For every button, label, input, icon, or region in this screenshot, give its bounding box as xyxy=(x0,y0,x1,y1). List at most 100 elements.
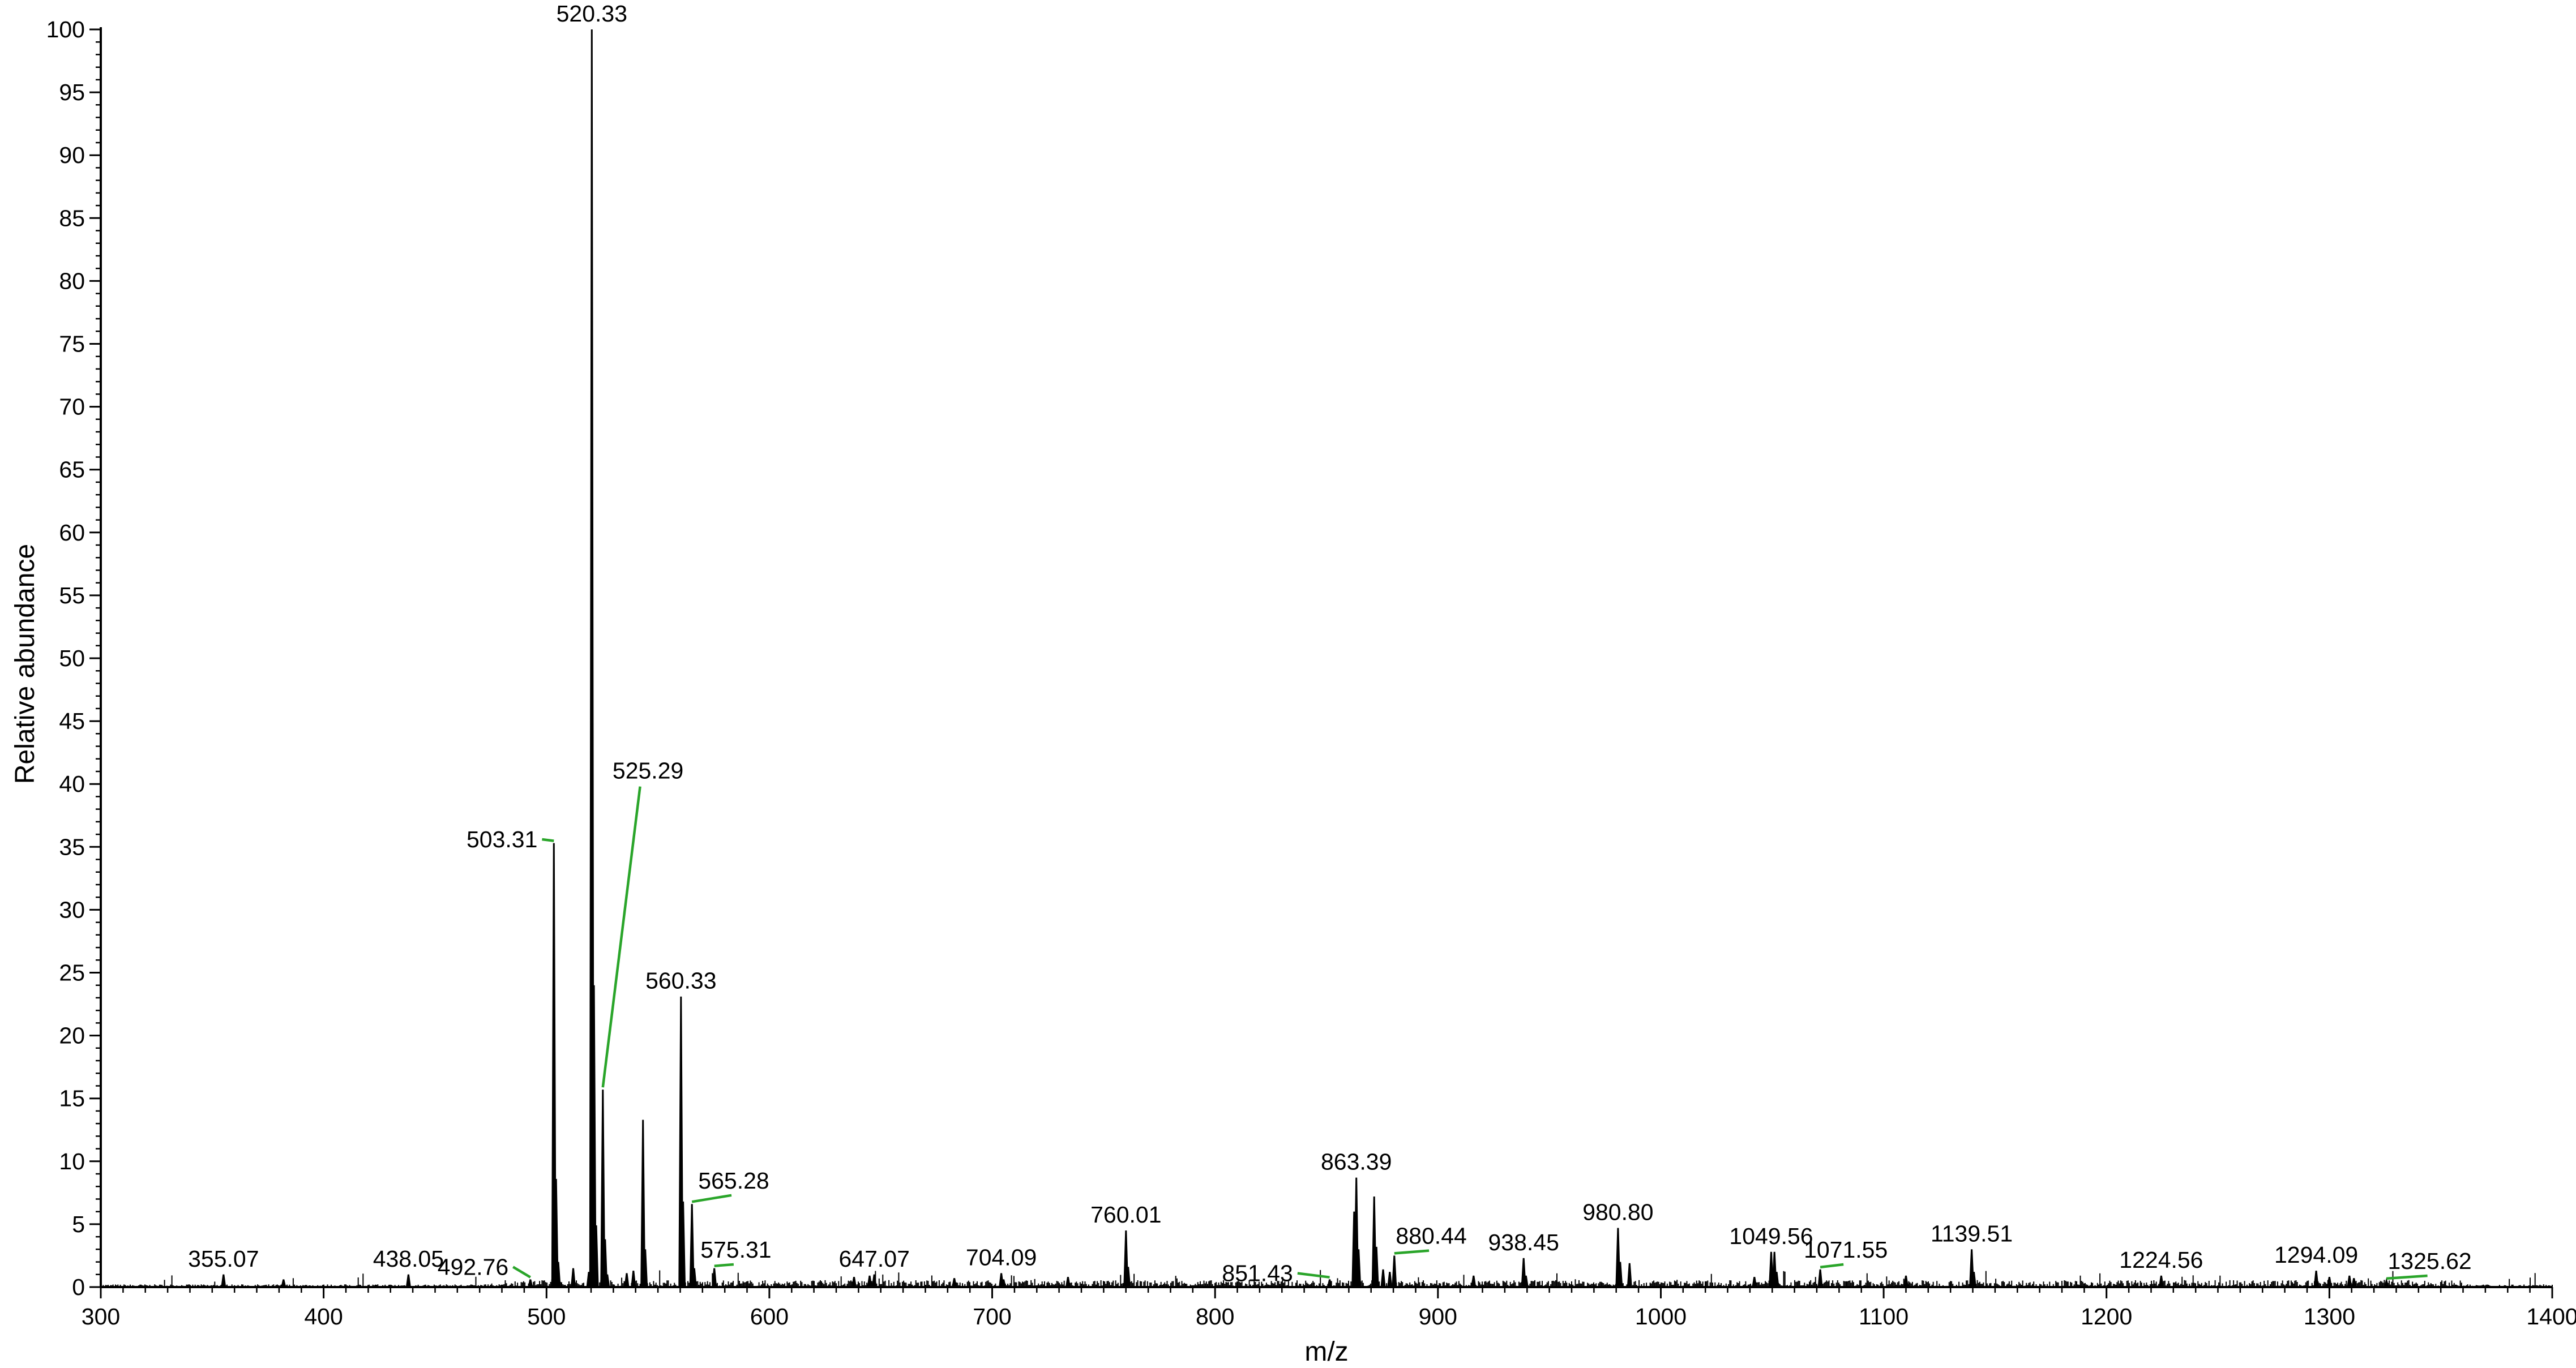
peak-1139.51 xyxy=(1969,1249,1975,1288)
peak-355.07 xyxy=(221,1274,226,1288)
peak-label-520.33: 520.33 xyxy=(557,1,627,27)
x-tick-label-900: 900 xyxy=(1419,1303,1457,1330)
peak-label-575.31: 575.31 xyxy=(700,1237,771,1263)
peak-label-760.01: 760.01 xyxy=(1090,1202,1161,1228)
y-tick-label-10: 10 xyxy=(59,1148,85,1174)
y-tick-label-70: 70 xyxy=(59,394,85,420)
peak-label-560.33: 560.33 xyxy=(645,968,716,994)
peak-734 xyxy=(1065,1276,1071,1288)
peak-label-1071.55: 1071.55 xyxy=(1804,1237,1888,1263)
peak-1071.55 xyxy=(1817,1269,1823,1288)
y-tick-label-60: 60 xyxy=(59,520,85,546)
x-tick-label-1400: 1400 xyxy=(2526,1303,2576,1330)
peak-1224.56 xyxy=(2158,1275,2164,1288)
x-tick-label-500: 500 xyxy=(527,1303,566,1330)
x-tick-label-600: 600 xyxy=(750,1303,789,1330)
peak-label-1139.51: 1139.51 xyxy=(1931,1220,2013,1246)
peak-986 xyxy=(1627,1263,1632,1288)
peak-938.45 xyxy=(1521,1258,1526,1288)
peak-label-647.07: 647.07 xyxy=(838,1246,909,1272)
y-tick-label-30: 30 xyxy=(59,897,85,923)
peak-916 xyxy=(1471,1275,1477,1288)
peak-label-1294.09: 1294.09 xyxy=(2274,1242,2358,1268)
leader-575.31 xyxy=(714,1263,734,1267)
peak-label-851.43: 851.43 xyxy=(1222,1260,1293,1286)
peak-525.29 xyxy=(600,1090,606,1288)
peak-1300 xyxy=(2326,1276,2333,1288)
leader-492.76 xyxy=(512,1266,531,1279)
x-tick-label-400: 400 xyxy=(304,1303,343,1330)
label-leader-lines xyxy=(512,786,2428,1280)
peak-560.33 xyxy=(678,996,684,1288)
y-axis-label: Relative abundance xyxy=(10,544,40,784)
y-tick-label-35: 35 xyxy=(59,834,85,860)
peak-1042 xyxy=(1752,1276,1757,1288)
peak-label-492.76: 492.76 xyxy=(438,1254,508,1280)
peak-512 xyxy=(570,1268,576,1288)
y-tick-label-40: 40 xyxy=(59,771,85,797)
x-tick-label-1100: 1100 xyxy=(1859,1303,1909,1330)
peak-520.33 xyxy=(589,29,594,1288)
y-tick-label-55: 55 xyxy=(59,582,85,608)
leader-525.29 xyxy=(601,786,641,1088)
peak-1049.56 xyxy=(1768,1251,1774,1288)
peak-label-1325.62: 1325.62 xyxy=(2387,1248,2471,1274)
y-tick-label-75: 75 xyxy=(59,331,85,357)
leader-1071.55 xyxy=(1820,1263,1844,1269)
x-tick-label-1300: 1300 xyxy=(2304,1303,2355,1330)
peak-760.01 xyxy=(1123,1230,1129,1288)
y-tick-label-90: 90 xyxy=(59,142,85,168)
peak-label-355.07: 355.07 xyxy=(188,1246,259,1272)
peak-880.44 xyxy=(1392,1255,1397,1288)
leader-1325.62 xyxy=(2386,1274,2428,1280)
peak-638 xyxy=(851,1276,857,1288)
y-tick-label-95: 95 xyxy=(59,79,85,105)
peak-label-503.31: 503.31 xyxy=(467,826,537,852)
axes: 0 5 10 15 20 25 30 35 40 45 50 55 60 65 70 75 80 85 90 95 10… xyxy=(46,16,2576,1330)
y-tick-label-80: 80 xyxy=(59,268,85,294)
peak-503.31 xyxy=(551,843,557,1288)
peak-1309 xyxy=(2347,1275,2352,1288)
peak-label-1224.56: 1224.56 xyxy=(2119,1247,2203,1273)
spectrum-peaks xyxy=(221,29,2390,1288)
peak-575.31 xyxy=(712,1268,717,1288)
peak-980.80 xyxy=(1615,1228,1621,1288)
x-tick-label-1200: 1200 xyxy=(2081,1303,2132,1330)
peak-1294.09 xyxy=(2313,1270,2319,1288)
peak-565.28 xyxy=(689,1204,695,1288)
peak-label-525.29: 525.29 xyxy=(613,758,683,784)
leader-565.28 xyxy=(691,1194,732,1203)
y-tick-label-65: 65 xyxy=(59,457,85,483)
peak-label-438.05: 438.05 xyxy=(373,1246,444,1272)
peak-label-980.80: 980.80 xyxy=(1582,1199,1653,1225)
peak-539 xyxy=(631,1270,636,1288)
peak-label-863.39: 863.39 xyxy=(1321,1149,1392,1175)
y-tick-label-85: 85 xyxy=(59,205,85,231)
leader-851.43 xyxy=(1297,1272,1330,1279)
x-tick-label-700: 700 xyxy=(973,1303,1011,1330)
peak-label-880.44: 880.44 xyxy=(1396,1223,1466,1249)
y-tick-label-45: 45 xyxy=(59,708,85,734)
peak-878.4 xyxy=(1387,1272,1393,1288)
peak-704.09 xyxy=(998,1273,1004,1288)
y-tick-label-5: 5 xyxy=(72,1211,85,1237)
x-tick-label-1000: 1000 xyxy=(1635,1303,1687,1330)
x-axis-label: m/z xyxy=(1304,1337,1348,1367)
peak-438.05 xyxy=(405,1274,412,1288)
y-tick-label-25: 25 xyxy=(59,960,85,986)
peak-536 xyxy=(624,1273,630,1288)
peak-1311 xyxy=(2351,1278,2357,1288)
peak-label-938.45: 938.45 xyxy=(1488,1229,1559,1255)
peak-label-1049.56: 1049.56 xyxy=(1729,1223,1813,1249)
y-tick-label-20: 20 xyxy=(59,1023,85,1049)
peak-645 xyxy=(867,1275,872,1288)
y-tick-label-0: 0 xyxy=(72,1274,85,1300)
x-tick-label-300: 300 xyxy=(82,1303,120,1330)
peak-683 xyxy=(951,1278,957,1288)
peak-875.4 xyxy=(1380,1269,1386,1288)
y-tick-label-100: 100 xyxy=(46,16,85,42)
peak-label-704.09: 704.09 xyxy=(966,1245,1037,1271)
y-tick-label-15: 15 xyxy=(59,1086,85,1112)
